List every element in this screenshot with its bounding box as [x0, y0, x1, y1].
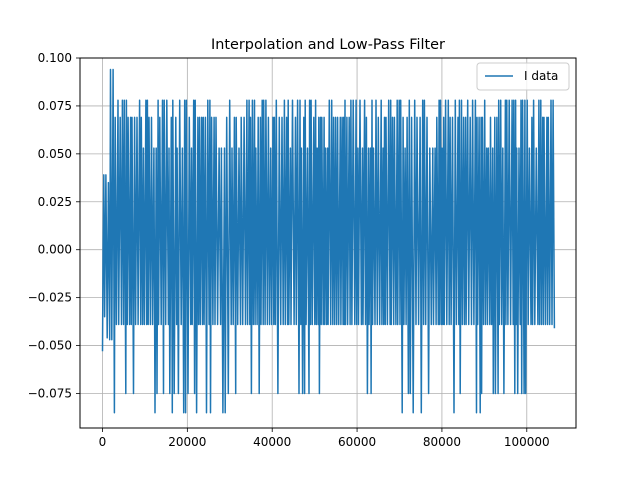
- x-tick-label: 20000: [168, 435, 206, 449]
- legend-box: [476, 62, 570, 91]
- y-tick-label: 0.100: [38, 51, 72, 65]
- y-tick-label: 0.000: [38, 243, 72, 257]
- x-tick-label: 40000: [253, 435, 291, 449]
- chart-title: Interpolation and Low-Pass Filter: [211, 37, 445, 53]
- y-tick-label: −0.050: [28, 339, 72, 353]
- y-tick-label: −0.025: [28, 291, 72, 305]
- y-tick-label: 0.075: [38, 99, 72, 113]
- plot-frame: [79, 57, 577, 429]
- x-tick-label: 60000: [338, 435, 376, 449]
- series-line-i-data: [101, 68, 556, 414]
- y-tick-label: 0.025: [38, 195, 72, 209]
- x-tick-label: 100000: [504, 435, 550, 449]
- y-axis: −0.075 −0.050 −0.025 0.000 0.025 0.050 0.075 0.…: [28, 51, 80, 400]
- x-axis: 0 20000 40000 60000 80000 100000: [99, 428, 550, 449]
- data-series-i-data: [101, 68, 556, 414]
- y-tick-label: 0.050: [38, 147, 72, 161]
- x-tick-label: 0: [99, 435, 107, 449]
- legend-label: I data: [524, 69, 558, 83]
- x-tick-label: 80000: [423, 435, 461, 449]
- y-tick-label: −0.075: [28, 386, 72, 400]
- legend: I data: [476, 62, 570, 91]
